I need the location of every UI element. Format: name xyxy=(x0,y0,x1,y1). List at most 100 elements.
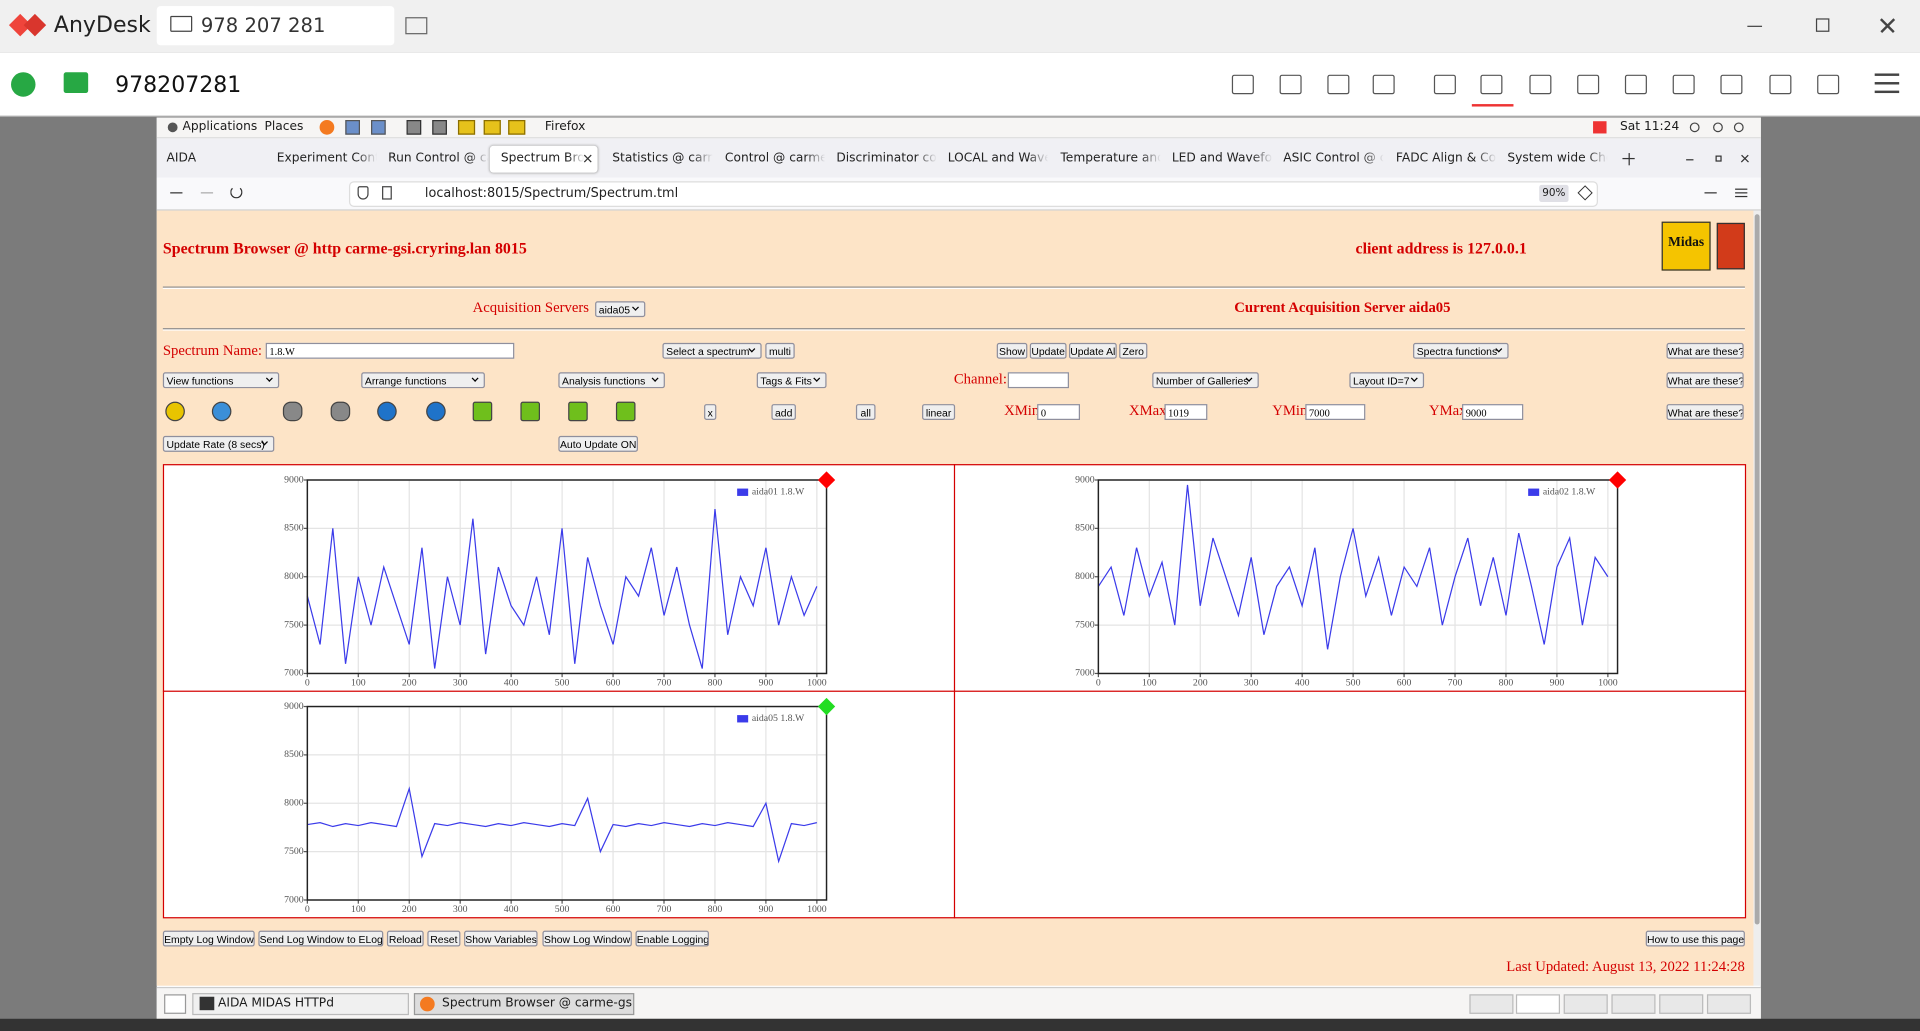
tool-icon[interactable] xyxy=(211,401,232,422)
task-label: Spectrum Browser @ carme-gsi — ... xyxy=(442,996,632,1011)
menu[interactable] xyxy=(1874,73,1900,76)
select-spectrum[interactable]: Select a spectrum xyxy=(662,342,762,359)
button[interactable]: Update xyxy=(1029,342,1067,359)
button[interactable]: x xyxy=(704,403,717,420)
function-select[interactable]: Analysis functions xyxy=(558,371,665,388)
xmin[interactable]: 0 xyxy=(1037,403,1080,420)
tool-icon[interactable] xyxy=(282,401,303,422)
howto[interactable]: How to use this page xyxy=(1645,930,1745,946)
toolbar-icon[interactable] xyxy=(1433,74,1456,95)
update-rate[interactable]: Update Rate (8 secs) xyxy=(162,435,275,452)
help[interactable]: What are these? xyxy=(1666,371,1744,388)
tool-icon[interactable] xyxy=(472,401,493,422)
xmax[interactable]: 1019 xyxy=(1164,403,1208,420)
toolbar-icon[interactable] xyxy=(1529,74,1552,95)
win-max[interactable] xyxy=(1715,155,1722,162)
function-select[interactable]: View functions xyxy=(162,371,280,388)
browser-tab[interactable]: AIDA xyxy=(166,151,197,166)
auto-update[interactable]: Auto Update ON xyxy=(558,435,638,452)
log-button[interactable]: Send Log Window to ELog xyxy=(258,930,384,946)
browser-tab[interactable]: Experiment Contr xyxy=(276,151,378,166)
toolbar-icon[interactable] xyxy=(1231,74,1254,95)
browser-tab[interactable]: LOCAL and Wave xyxy=(947,151,1049,166)
browser-tab[interactable]: Spectrum Brow xyxy=(500,151,585,166)
tool-icon[interactable] xyxy=(568,401,588,422)
toolbar-icon[interactable] xyxy=(1279,74,1302,95)
function-select[interactable]: Tags & Fits xyxy=(756,371,827,388)
app-menu[interactable] xyxy=(1735,188,1748,191)
channel[interactable] xyxy=(1007,371,1069,388)
log-button[interactable]: Empty Log Window xyxy=(162,930,255,946)
back[interactable] xyxy=(170,192,183,194)
toolbar-icon[interactable] xyxy=(1720,74,1743,95)
tool-icon[interactable] xyxy=(165,401,185,422)
workspace xyxy=(1469,994,1514,1014)
browser-tab[interactable]: Temperature and xyxy=(1060,151,1161,166)
ymax[interactable]: 9000 xyxy=(1462,403,1524,420)
button[interactable]: Zero xyxy=(1119,342,1148,359)
url-bar[interactable] xyxy=(348,181,1598,207)
browser-tab[interactable]: FADC Align & Co xyxy=(1395,151,1497,166)
session-tab[interactable] xyxy=(156,6,395,46)
toolbar-icon[interactable] xyxy=(1624,74,1647,95)
new-tab-icon xyxy=(405,17,428,35)
midas-logo xyxy=(1661,221,1711,271)
log-button[interactable]: Show Log Window xyxy=(542,930,632,946)
ymax-label: YMax xyxy=(1428,401,1467,419)
browser-tab[interactable]: Statistics @ carm xyxy=(612,151,713,166)
tool-icon[interactable] xyxy=(426,401,446,422)
layout[interactable]: Layout ID=7 xyxy=(1349,371,1425,388)
button[interactable]: all xyxy=(855,403,876,420)
button[interactable]: add xyxy=(771,403,796,420)
address: 978207281 xyxy=(115,72,242,99)
browser-tab[interactable]: ASIC Control @ c xyxy=(1283,151,1384,166)
log-button[interactable]: Reload xyxy=(386,930,424,946)
toolbar-icon[interactable] xyxy=(1372,74,1395,95)
tool-icon[interactable] xyxy=(520,401,540,422)
function-select[interactable]: Arrange functions xyxy=(361,371,485,388)
toolbar-icon[interactable] xyxy=(1480,74,1503,95)
ymin-label: YMin xyxy=(1272,401,1308,419)
minimize[interactable] xyxy=(1747,25,1763,27)
button[interactable]: linear xyxy=(922,403,956,420)
zoom[interactable]: 90% xyxy=(1539,184,1569,203)
tray-icon xyxy=(1689,122,1700,133)
spectrum-name[interactable]: 1.8.W xyxy=(265,342,515,359)
browser-tab[interactable]: System wide Che xyxy=(1507,151,1608,166)
reload[interactable] xyxy=(230,186,243,199)
log-button[interactable]: Enable Logging xyxy=(635,930,709,946)
overflow[interactable] xyxy=(1704,192,1717,194)
win-min[interactable] xyxy=(1686,159,1694,161)
toolbar-icon[interactable] xyxy=(1327,74,1350,95)
show-desktop[interactable] xyxy=(164,994,187,1014)
tool-icon[interactable] xyxy=(330,401,351,422)
hr xyxy=(162,328,1745,331)
log-button[interactable]: Show Variables xyxy=(464,930,538,946)
help[interactable]: What are these? xyxy=(1666,403,1744,420)
toolbar-icon[interactable] xyxy=(1817,74,1840,95)
page-icon xyxy=(382,186,392,200)
button[interactable]: Update All xyxy=(1068,342,1117,359)
tool-icon[interactable] xyxy=(377,401,397,422)
tool-icon[interactable] xyxy=(615,401,636,422)
task[interactable] xyxy=(192,993,409,1016)
task[interactable] xyxy=(413,993,635,1016)
spectra-functions[interactable]: Spectra functions xyxy=(1413,342,1509,359)
browser-tab[interactable]: LED and Wavefor xyxy=(1171,151,1273,166)
ymin[interactable]: 7000 xyxy=(1305,403,1366,420)
toolbar-icon[interactable] xyxy=(1672,74,1695,95)
maximize[interactable] xyxy=(1815,18,1830,32)
toolbar-icon[interactable] xyxy=(1769,74,1792,95)
browser-tab[interactable]: Discriminator cor xyxy=(836,151,937,166)
galleries[interactable]: Number of Galleries xyxy=(1152,371,1259,388)
toolbar-icon[interactable] xyxy=(1577,74,1600,95)
new-tab-v xyxy=(1627,152,1630,165)
button[interactable]: Show xyxy=(996,342,1028,359)
log-button[interactable]: Reset xyxy=(427,930,461,946)
forward[interactable] xyxy=(200,192,214,194)
acq-select[interactable]: aida05 xyxy=(595,300,646,317)
browser-tab[interactable]: Control @ carme xyxy=(724,151,826,166)
help[interactable]: What are these? xyxy=(1666,342,1744,359)
multi[interactable]: multi xyxy=(765,342,795,359)
browser-tab[interactable]: Run Control @ ca xyxy=(388,151,489,166)
